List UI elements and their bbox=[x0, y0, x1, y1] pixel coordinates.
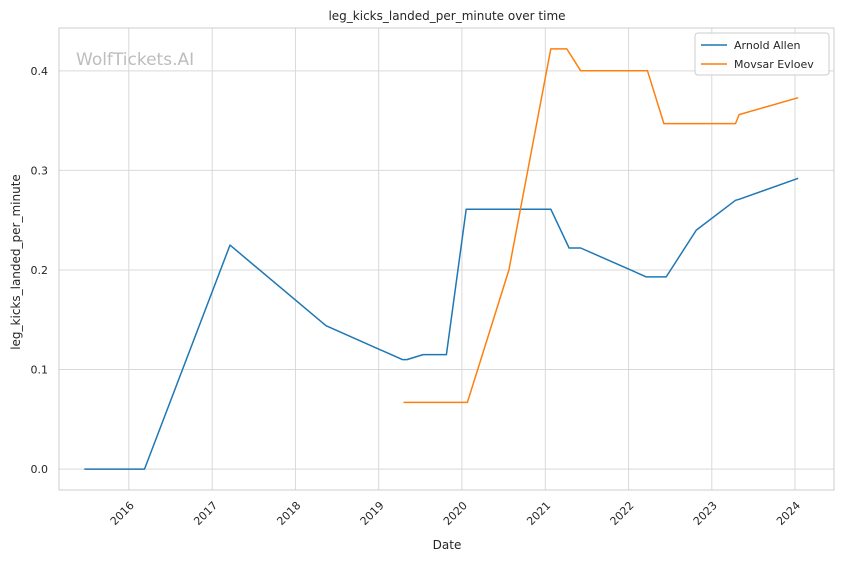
x-tick-label: 2024 bbox=[774, 499, 803, 528]
legend-label: Movsar Evloev bbox=[734, 58, 814, 71]
grid bbox=[59, 28, 834, 490]
legend: Arnold Allen Movsar Evloev bbox=[694, 32, 830, 76]
x-tick-label: 2023 bbox=[691, 499, 720, 528]
y-tick-label: 0.0 bbox=[31, 463, 49, 476]
series-line-2 bbox=[403, 48, 799, 404]
x-tick-label: 2019 bbox=[358, 499, 387, 528]
series-lines bbox=[84, 48, 799, 470]
y-axis-ticks: 0.0 0.1 0.2 0.3 0.4 bbox=[31, 65, 49, 476]
watermark: WolfTickets.AI bbox=[76, 50, 194, 70]
x-tick-label: 2021 bbox=[524, 499, 553, 528]
x-tick-label: 2020 bbox=[441, 499, 470, 528]
x-tick-label: 2022 bbox=[608, 499, 637, 528]
y-axis-title: leg_kicks_landed_per_minute bbox=[9, 174, 23, 350]
x-tick-label: 2018 bbox=[274, 499, 303, 528]
y-tick-label: 0.3 bbox=[31, 164, 49, 177]
chart-title: leg_kicks_landed_per_minute over time bbox=[328, 9, 565, 23]
y-tick-label: 0.4 bbox=[31, 65, 49, 78]
y-tick-label: 0.2 bbox=[31, 264, 49, 277]
x-axis-title: Date bbox=[433, 538, 462, 552]
plot-area bbox=[58, 27, 835, 491]
legend-box bbox=[694, 32, 830, 76]
x-axis-ticks: 2016 2017 2018 2019 2020 2021 2022 2023 2024 bbox=[108, 499, 803, 528]
legend-label: Arnold Allen bbox=[734, 39, 800, 52]
y-tick-label: 0.1 bbox=[31, 364, 49, 377]
x-tick-label: 2016 bbox=[108, 499, 137, 528]
x-tick-label: 2017 bbox=[191, 499, 220, 528]
series-line-1 bbox=[84, 177, 799, 470]
